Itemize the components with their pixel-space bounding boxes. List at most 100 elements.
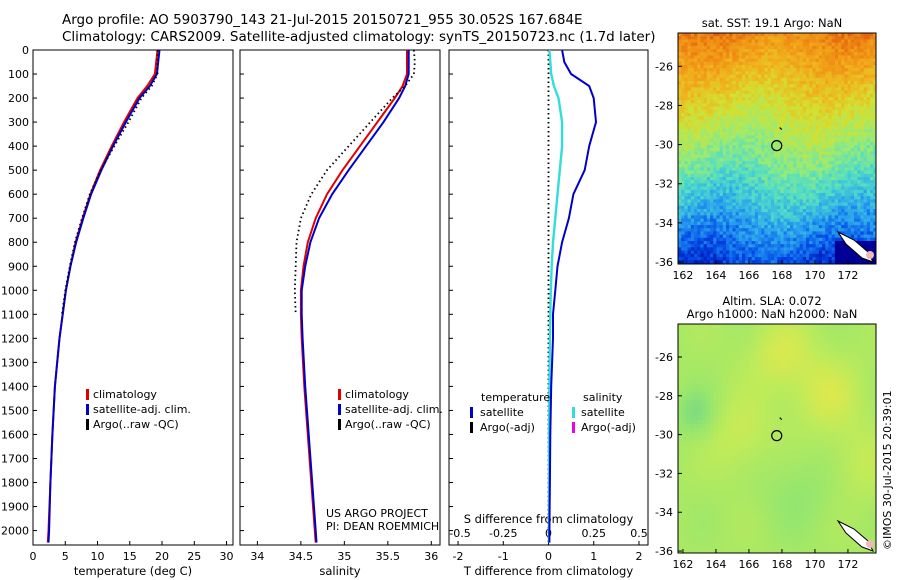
map-cell bbox=[684, 45, 688, 50]
map-cell bbox=[866, 332, 871, 337]
map-cell bbox=[758, 77, 762, 82]
map-cell bbox=[847, 253, 852, 258]
map-cell bbox=[762, 340, 767, 345]
map-cell bbox=[729, 55, 733, 59]
map-cell bbox=[834, 154, 839, 159]
map-cell bbox=[770, 119, 775, 123]
map-cell bbox=[681, 125, 685, 130]
map-cell bbox=[812, 244, 816, 248]
map-cell bbox=[847, 161, 852, 165]
map-cell bbox=[706, 52, 711, 56]
map-cell bbox=[713, 49, 717, 53]
map-cell bbox=[834, 129, 839, 133]
map-cell bbox=[706, 141, 711, 146]
map-cell bbox=[814, 324, 819, 329]
map-cell bbox=[806, 90, 810, 95]
map-cell bbox=[802, 228, 807, 232]
map-cell bbox=[863, 90, 868, 95]
map-cell bbox=[738, 141, 743, 146]
map-cell bbox=[873, 68, 876, 72]
map-cell bbox=[806, 122, 810, 127]
map-cell bbox=[735, 77, 740, 82]
map-cell bbox=[735, 87, 740, 91]
map-cell bbox=[758, 253, 762, 258]
map-cell bbox=[764, 84, 768, 88]
map-cell bbox=[814, 340, 819, 345]
map-cell bbox=[870, 218, 874, 223]
map-cell bbox=[870, 221, 874, 226]
map-cell bbox=[777, 218, 781, 223]
map-cell bbox=[870, 39, 874, 43]
map-cell bbox=[844, 225, 848, 229]
map-cell bbox=[716, 177, 720, 181]
map-cell bbox=[694, 125, 698, 130]
map-cell bbox=[770, 167, 775, 171]
map-cell bbox=[806, 77, 810, 82]
map-cell bbox=[838, 116, 842, 120]
map-cell bbox=[802, 65, 807, 69]
map-cell bbox=[812, 205, 816, 210]
map-cell bbox=[735, 138, 740, 143]
map-cell bbox=[751, 183, 756, 187]
map-cell bbox=[793, 244, 797, 248]
map-cell bbox=[783, 125, 788, 130]
map-cell bbox=[786, 42, 791, 47]
map-cell bbox=[809, 234, 813, 239]
map-cell bbox=[713, 183, 717, 187]
sla-map-field bbox=[678, 324, 876, 553]
map-cell bbox=[866, 141, 871, 146]
map-cell bbox=[729, 234, 733, 239]
map-cell bbox=[790, 173, 794, 178]
map-cell bbox=[684, 97, 688, 101]
map-cell bbox=[745, 33, 749, 37]
map-cell bbox=[809, 103, 813, 107]
legend-label: satellite-adj. clim. bbox=[345, 403, 443, 416]
map-cell bbox=[873, 260, 876, 264]
map-cell bbox=[684, 212, 688, 216]
map-cell bbox=[703, 61, 708, 66]
map-cell bbox=[710, 167, 714, 171]
map-cell bbox=[786, 260, 791, 264]
map-cell bbox=[806, 324, 811, 329]
map-cell bbox=[738, 177, 743, 181]
map-cell bbox=[825, 186, 829, 191]
map-cell bbox=[866, 180, 871, 184]
map-cell bbox=[838, 173, 842, 178]
map-cell bbox=[778, 328, 783, 333]
map-cell bbox=[726, 177, 730, 181]
map-cell bbox=[754, 58, 759, 63]
map-cell bbox=[748, 90, 752, 95]
map-cell bbox=[719, 148, 724, 152]
map-cell bbox=[694, 180, 698, 184]
map-cell bbox=[745, 97, 749, 101]
map-cell bbox=[812, 180, 816, 184]
map-cell bbox=[690, 103, 695, 107]
map-cell bbox=[687, 122, 692, 127]
map-cell bbox=[786, 74, 791, 79]
map-cell bbox=[866, 221, 871, 226]
map-cell bbox=[713, 186, 717, 191]
map-cell bbox=[697, 122, 701, 127]
map-cell bbox=[722, 97, 727, 101]
map-cell bbox=[777, 55, 781, 59]
map-cell bbox=[809, 129, 813, 133]
map-cell bbox=[729, 135, 733, 139]
map-cell bbox=[854, 122, 858, 127]
map-cell bbox=[815, 199, 820, 203]
map-cell bbox=[722, 253, 727, 258]
map-cell bbox=[713, 244, 717, 248]
map-cell bbox=[726, 244, 730, 248]
map-cell bbox=[767, 199, 772, 203]
map-cell bbox=[825, 145, 829, 149]
map-cell bbox=[815, 90, 820, 95]
map-cell bbox=[854, 132, 858, 136]
map-cell bbox=[681, 129, 685, 133]
map-cell bbox=[825, 244, 829, 248]
map-cell bbox=[838, 209, 842, 213]
map-cell bbox=[703, 244, 708, 248]
map-cell bbox=[870, 93, 874, 98]
map-cell bbox=[700, 215, 704, 219]
map-cell bbox=[841, 244, 845, 248]
map-cell bbox=[834, 336, 839, 341]
map-cell bbox=[722, 231, 727, 235]
